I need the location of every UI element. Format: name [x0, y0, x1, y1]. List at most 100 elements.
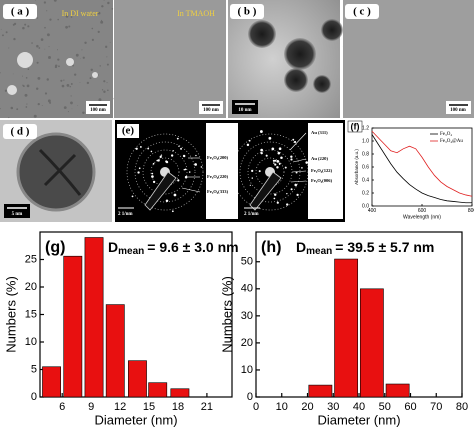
texture — [60, 79, 63, 82]
texture — [0, 28, 2, 30]
ring-label: Fe₃O₄(200) — [207, 155, 229, 160]
annotation-text: = 9.6 ± 3.0 nm — [147, 239, 238, 255]
bar — [308, 384, 333, 398]
spot — [276, 166, 279, 169]
panel-label: (f) — [351, 121, 360, 131]
texture — [75, 53, 79, 57]
texture — [107, 1, 110, 5]
texture — [100, 20, 104, 24]
x-tick-label: 9 — [88, 401, 94, 413]
texture — [67, 11, 68, 13]
texture — [54, 64, 58, 67]
spot — [173, 193, 177, 197]
sem-image — [343, 0, 474, 118]
texture — [86, 81, 90, 85]
spot — [246, 143, 250, 147]
spot — [260, 151, 263, 155]
particle — [248, 20, 276, 48]
texture — [37, 76, 41, 80]
texture — [12, 107, 13, 109]
spot — [131, 195, 134, 198]
label-strip — [308, 123, 343, 219]
texture — [44, 26, 46, 29]
y-tick-label: 0.0 — [362, 203, 369, 209]
texture — [8, 47, 10, 49]
texture — [70, 16, 73, 18]
label-box — [117, 124, 139, 138]
spot — [260, 148, 264, 152]
texture — [13, 22, 17, 25]
spot — [294, 183, 298, 187]
y-tick-label: 0 — [31, 391, 37, 403]
texture — [91, 38, 95, 42]
x-tick-label: 60 — [404, 401, 416, 413]
y-tick-label: 20 — [25, 281, 37, 293]
spot — [177, 179, 180, 182]
y-tick-label: 1.2 — [362, 125, 369, 131]
texture — [63, 79, 65, 81]
texture — [49, 18, 52, 21]
texture — [103, 80, 106, 83]
spot — [272, 159, 276, 162]
panel-label: (g) — [45, 239, 65, 256]
y-tick-label: 50 — [241, 256, 253, 268]
texture — [84, 41, 87, 44]
sem-image — [114, 0, 226, 118]
ring — [239, 141, 301, 203]
spot — [160, 154, 163, 156]
texture — [97, 11, 101, 15]
annotation-subscript: mean — [306, 246, 332, 257]
ring-label: Fe₃O₄(122) — [311, 168, 333, 173]
texture — [26, 103, 28, 105]
spot — [284, 166, 287, 169]
texture — [103, 0, 105, 1]
spot — [176, 137, 179, 140]
spot — [178, 145, 180, 147]
x-tick-label: 15 — [143, 401, 155, 413]
texture — [5, 31, 8, 34]
x-tick-label: 10 — [276, 401, 288, 413]
x-tick-label: 6 — [59, 401, 65, 413]
spot — [268, 136, 272, 140]
aggregate — [17, 52, 33, 68]
y-tick-label: 1.0 — [362, 138, 369, 144]
texture — [97, 30, 100, 34]
texture — [16, 108, 19, 111]
spot — [280, 156, 283, 159]
panel-label: ( d ) — [11, 126, 30, 138]
texture — [27, 68, 30, 70]
spot — [273, 197, 276, 200]
spot — [290, 155, 293, 158]
texture — [70, 95, 72, 97]
spot — [180, 147, 182, 150]
y-tick-label: 0.4 — [362, 177, 369, 183]
spot — [194, 163, 197, 166]
texture — [90, 13, 93, 16]
texture — [111, 8, 114, 10]
texture — [24, 23, 27, 26]
bar — [63, 255, 83, 398]
texture — [22, 75, 24, 77]
spot — [274, 163, 277, 166]
texture — [33, 114, 37, 118]
spot — [157, 159, 160, 162]
chart: 0 10 20 30 40 50 0 10 20 30 40 50 60 70 80 Diameter (nm… — [219, 231, 468, 428]
spot — [138, 167, 141, 170]
panel-label: ( c ) — [353, 6, 371, 18]
texture — [47, 99, 51, 103]
ring-label: Au (220) — [311, 156, 328, 161]
chart: 0 5 10 15 20 25 6 9 12 15 18 21 Diameter (nm) Numbers… — [3, 231, 239, 428]
texture — [31, 42, 33, 44]
spot — [195, 154, 197, 157]
texture — [25, 106, 28, 108]
spot — [292, 138, 295, 141]
aggregate — [92, 72, 98, 78]
spot — [171, 210, 174, 213]
bar — [148, 382, 168, 398]
particle — [284, 38, 316, 70]
texture — [46, 78, 49, 81]
y-tick-label: 10 — [25, 336, 37, 348]
x-tick-label: 30 — [327, 401, 339, 413]
texture — [106, 82, 108, 84]
spot — [259, 130, 263, 133]
